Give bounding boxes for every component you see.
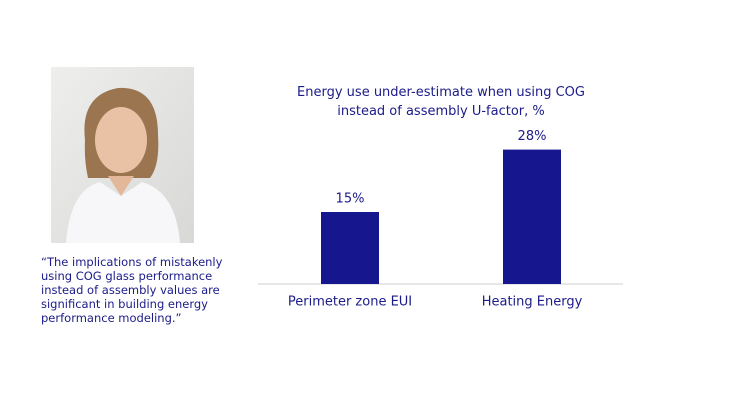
portrait-photo — [51, 67, 194, 243]
value-label: 28% — [518, 129, 547, 144]
bar — [321, 212, 379, 284]
x-tick-label: Heating Energy — [482, 295, 583, 310]
quote: “The implications of mistakenly using CO… — [41, 255, 223, 325]
value-label: 15% — [336, 192, 365, 207]
x-tick-label: Perimeter zone EUI — [288, 295, 412, 310]
chart-title: Energy use under-estimate when using COG… — [297, 85, 585, 119]
bar — [503, 149, 561, 284]
